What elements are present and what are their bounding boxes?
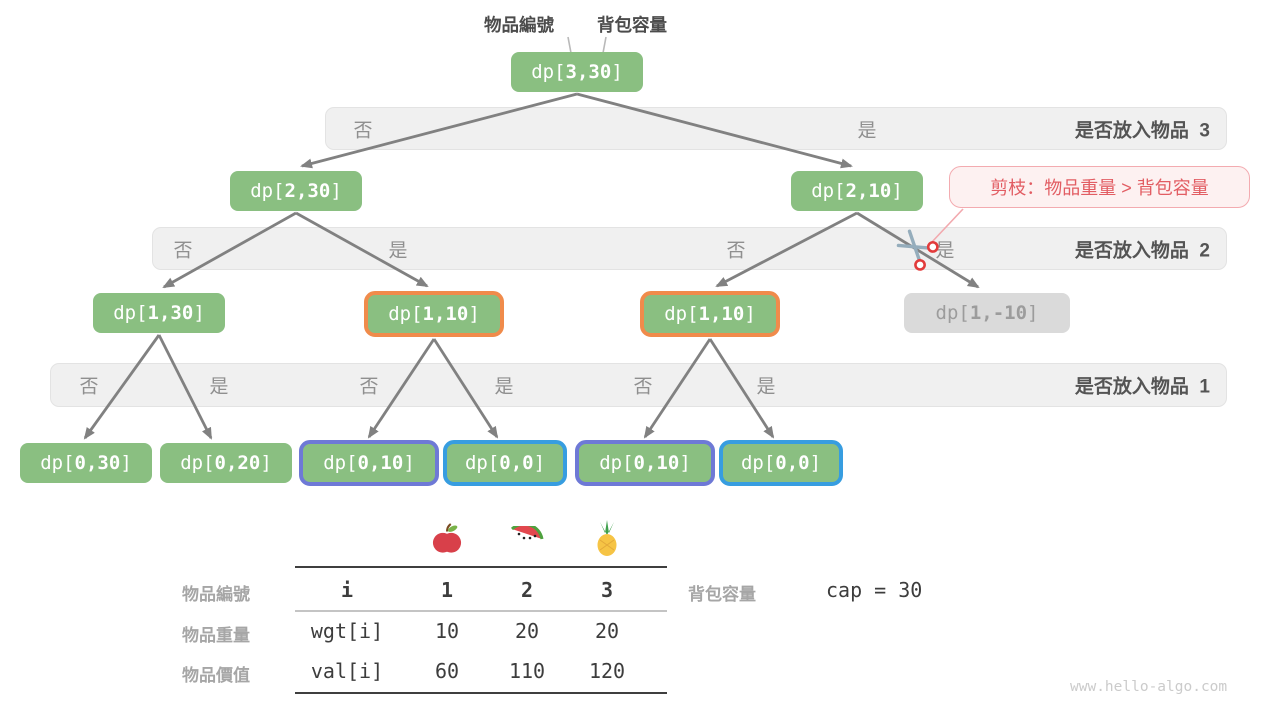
watermelon-icon [510,526,544,540]
node-label: ] [260,452,272,474]
node-label-value: 0,0 [775,452,810,474]
node-label: dp[ [599,452,634,474]
choice-yes: 是 [857,120,877,141]
node-label: dp[ [180,452,215,474]
node-label: ] [468,303,480,325]
node-label-value: 1,-10 [969,302,1028,324]
node-dp-1-10-highlighted: dp[1,10] [640,291,780,337]
choice-yes: 是 [935,240,955,261]
node-dp-1-30: dp[1,30] [93,293,225,333]
node-label-value: 0,0 [499,452,534,474]
node-dp-2-30: dp[2,30] [230,171,362,211]
node-dp-2-10: dp[2,10] [791,171,923,211]
node-dp-1-10-highlighted: dp[1,10] [364,291,504,337]
choice-no: 否 [79,376,99,398]
node-label-value: 2,10 [845,180,892,202]
table-header-cell: 1 [440,578,454,602]
node-label: ] [679,452,691,474]
node-label: ] [533,452,546,474]
table-cell: 10 [434,619,460,643]
band-question: 是否放入物品 1 [1074,376,1210,398]
choice-yes: 是 [209,376,229,398]
node-label-value: 1,10 [698,303,745,325]
node-dp-0-10-purple: dp[0,10] [299,440,439,486]
node-dp-0-0-blue: dp[0,0] [443,440,567,486]
table-row-label-item-weight: 物品重量 [182,626,250,645]
node-label-value: 0,20 [214,452,261,474]
table-header-rule [295,610,667,612]
node-dp-0-30: dp[0,30] [20,443,152,483]
node-label: dp[ [531,61,566,83]
item-number-header-label: 物品編號 [484,15,554,35]
node-label: ] [120,452,132,474]
node-label: dp[ [388,303,423,325]
node-label: dp[ [323,452,358,474]
band-question: 是否放入物品 2 [1074,240,1210,261]
table-header-cell: 2 [520,578,534,602]
node-label: ] [1027,302,1039,324]
node-label-value: 0,30 [74,452,121,474]
choice-yes: 是 [494,376,514,398]
table-cell: val[i] [310,659,384,683]
capacity-label: 背包容量 [688,585,756,604]
node-label: ] [891,180,903,202]
apple-icon [432,523,462,553]
node-label-value: 0,10 [633,452,680,474]
choice-yes: 是 [388,240,408,261]
table-cell: 20 [514,619,540,643]
node-label: dp[ [250,180,285,202]
band-question: 是否放入物品 3 [1074,120,1210,141]
table-cell: wgt[i] [310,619,384,643]
table-row-label-item-number: 物品編號 [182,585,250,604]
table-row-label-item-value: 物品價值 [182,666,250,685]
node-label: ] [330,180,342,202]
node-dp-0-10-purple: dp[0,10] [575,440,715,486]
choice-yes: 是 [756,376,776,398]
header-connector-ticks [567,36,607,54]
choice-no: 否 [359,376,379,398]
node-label: ] [403,452,415,474]
table-cell: 60 [434,659,460,683]
choice-no: 否 [173,240,193,261]
choice-no: 否 [353,120,373,141]
node-label: dp[ [40,452,75,474]
table-cell: 110 [508,659,546,683]
capacity-header-label: 背包容量 [597,15,667,35]
node-label-value: 1,10 [422,303,469,325]
table-top-rule [295,566,667,568]
node-label-value: 0,10 [357,452,404,474]
node-label: dp[ [664,303,699,325]
table-header-cell: i [340,578,354,602]
node-dp-0-0-blue: dp[0,0] [719,440,843,486]
node-label-value: 2,30 [284,180,331,202]
decision-band-item-2: 否 是 否 是 是否放入物品 2 [152,227,1227,270]
node-label: ] [193,302,205,324]
watermark: www.hello-algo.com [1070,679,1228,695]
node-dp-1-neg10-pruned: dp[1,-10] [904,293,1070,333]
table-header-cell: 3 [600,578,614,602]
node-label: ] [611,61,623,83]
node-label-value: 1,30 [147,302,194,324]
node-label: ] [809,452,822,474]
decision-band-item-1: 否 是 否 是 否 是 是否放入物品 1 [50,363,1227,407]
capacity-code: cap = 30 [826,578,923,602]
decision-band-item-3: 否 是 是否放入物品 3 [325,107,1227,150]
pineapple-icon [597,520,617,556]
node-label: dp[ [740,452,776,474]
node-label-value: 3,30 [565,61,612,83]
prune-note: 剪枝：物品重量 > 背包容量 [949,166,1250,208]
choice-no: 否 [633,376,653,398]
node-label: dp[ [811,180,846,202]
node-label: dp[ [113,302,148,324]
node-dp-0-20: dp[0,20] [160,443,292,483]
node-label: dp[ [464,452,500,474]
table-cell: 120 [588,659,626,683]
table-bottom-rule [295,692,667,694]
node-dp-3-30: dp[3,30] [511,52,643,92]
table-cell: 20 [594,619,620,643]
node-label: dp[ [935,302,970,324]
node-label: ] [744,303,756,325]
choice-no: 否 [726,240,746,261]
